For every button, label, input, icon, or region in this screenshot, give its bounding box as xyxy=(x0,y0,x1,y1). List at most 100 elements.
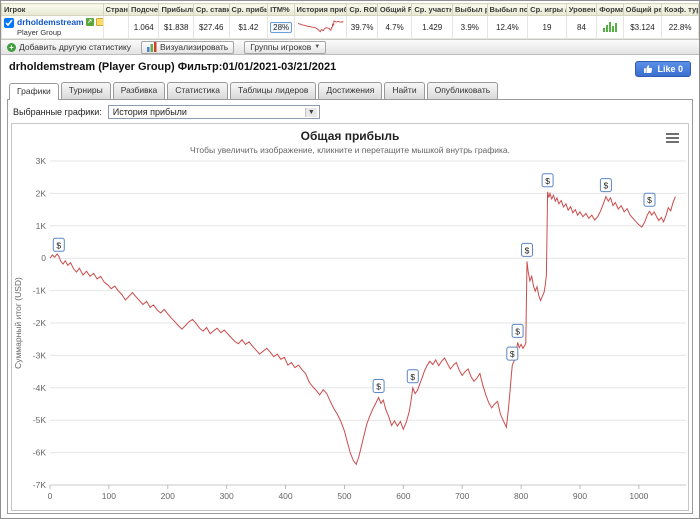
cell-avg-profit: $1.42 xyxy=(228,15,269,39)
col-header-country[interactable]: Стран xyxy=(102,3,129,16)
svg-text:$: $ xyxy=(376,382,381,392)
cell-itm: 28% xyxy=(267,15,295,39)
select-arrow-icon: ▼ xyxy=(304,107,317,117)
tab-breakdown[interactable]: Разбивка xyxy=(112,82,166,99)
significant-win-marker: $ xyxy=(511,323,524,338)
x-tick-label: 700 xyxy=(455,491,469,501)
y-tick-label: 0 xyxy=(41,253,46,263)
like-button[interactable]: Like 0 xyxy=(635,61,691,77)
main-area: drholdemstream (Player Group) Фильтр:01/… xyxy=(1,55,699,518)
col-header-avg-profit[interactable]: Ср. прибыль xyxy=(228,3,269,16)
x-tick-label: 300 xyxy=(220,491,234,501)
y-tick-label: -2K xyxy=(33,318,47,328)
cell-country xyxy=(102,15,129,39)
y-tick-label: -7K xyxy=(33,480,47,490)
note-icon[interactable] xyxy=(95,18,103,26)
y-tick-label: 1K xyxy=(36,221,47,231)
cell-total-roi: 4.7% xyxy=(376,15,413,39)
col-header-avg-roi[interactable]: Ср. ROI xyxy=(346,3,378,16)
x-tick-label: 900 xyxy=(573,491,587,501)
cell-total-rake: $3.124 xyxy=(622,15,663,39)
thumbs-up-icon xyxy=(644,65,653,73)
significant-win-marker: $ xyxy=(52,237,65,252)
player-row[interactable]: drholdemstream ↗ Player Group 1.064 $1.8… xyxy=(1,15,699,39)
col-header-itm[interactable]: ITM% xyxy=(267,3,295,16)
col-header-avg-entrants[interactable]: Ср. участники xyxy=(411,3,453,16)
tab-bar: Графики Турниры Разбивка Статистика Табл… xyxy=(7,82,693,100)
graph-select-value: История прибыли xyxy=(112,107,187,117)
y-tick-label: -6K xyxy=(33,448,47,458)
graph-type-select[interactable]: История прибыли ▼ xyxy=(107,105,320,119)
svg-text:$: $ xyxy=(56,240,61,250)
y-tick-label: -1K xyxy=(33,286,47,296)
cell-turbo-ratio: 22.8% xyxy=(661,15,699,39)
col-header-out-early[interactable]: Выбыл рано xyxy=(452,3,488,16)
col-header-form[interactable]: Форма xyxy=(596,3,624,16)
x-tick-label: 1000 xyxy=(629,491,648,501)
cell-avg-stake: $27.46 xyxy=(192,15,230,39)
cell-form xyxy=(596,15,624,39)
player-name-link[interactable]: drholdemstream xyxy=(17,17,84,27)
plus-icon: + xyxy=(7,42,16,52)
col-header-ability[interactable]: Уровень xyxy=(565,3,598,16)
cell-out-late: 12.4% xyxy=(486,15,529,39)
visualize-button[interactable]: Визуализировать xyxy=(141,40,235,54)
tab-tournaments[interactable]: Турниры xyxy=(60,82,111,99)
tab-graphs[interactable]: Графики xyxy=(9,83,59,100)
significant-win-marker: $ xyxy=(372,379,385,393)
selected-graphs-label: Выбранные графики: xyxy=(13,107,102,117)
profit-history-sparkline xyxy=(297,19,344,32)
svg-text:$: $ xyxy=(647,195,652,205)
significant-win-marker: $ xyxy=(643,192,656,207)
chevron-down-icon: ▼ xyxy=(314,44,321,50)
itm-badge: 28% xyxy=(270,21,293,33)
x-tick-label: 800 xyxy=(514,491,528,501)
significant-win-marker: $ xyxy=(599,178,612,193)
cell-count: 1.064 xyxy=(127,15,160,39)
col-header-games-per-day[interactable]: Ср. игры / ден xyxy=(527,3,567,16)
y-axis-label: Суммарный итог (USD) xyxy=(13,277,23,369)
svg-text:$: $ xyxy=(604,181,609,191)
col-header-count[interactable]: Подсчет xyxy=(127,3,160,16)
tab-statistics[interactable]: Статистика xyxy=(167,82,228,99)
player-groups-button[interactable]: Группы игроков ▼ xyxy=(244,40,327,54)
col-header-turbo-ratio[interactable]: Коэф. турб xyxy=(661,3,699,16)
tab-leaderboards[interactable]: Таблицы лидеров xyxy=(229,82,317,99)
player-row-checkbox[interactable] xyxy=(4,18,14,28)
col-header-out-late[interactable]: Выбыл поздно xyxy=(486,3,529,16)
graphs-content: Выбранные графики: История прибыли ▼ Общ… xyxy=(7,99,693,514)
significant-win-marker: $ xyxy=(406,369,419,384)
col-header-avg-stake[interactable]: Ср. ставка xyxy=(192,3,230,16)
stats-toolbar: + Добавить другую статистику Визуализиро… xyxy=(1,39,699,55)
x-tick-label: 400 xyxy=(278,491,292,501)
svg-text:$: $ xyxy=(545,176,550,186)
col-header-profit[interactable]: Прибыль xyxy=(158,3,194,16)
y-tick-label: 3K xyxy=(36,156,47,166)
cell-profit: $1.838 xyxy=(158,15,194,39)
x-tick-label: 500 xyxy=(337,491,351,501)
x-tick-label: 600 xyxy=(396,491,410,501)
svg-text:$: $ xyxy=(525,245,530,255)
stats-header-row: Игрок Стран Подсчет Прибыль Ср. ставка С… xyxy=(1,3,699,16)
tab-publish[interactable]: Опубликовать xyxy=(426,82,499,99)
chart-menu-button[interactable] xyxy=(666,131,679,145)
y-tick-label: -4K xyxy=(33,383,47,393)
tab-find[interactable]: Найти xyxy=(384,82,425,99)
col-header-total-roi[interactable]: Общий ROI xyxy=(376,3,413,16)
significant-win-marker: $ xyxy=(521,242,533,257)
tab-achievements[interactable]: Достижения xyxy=(318,82,383,99)
x-tick-label: 0 xyxy=(48,491,53,501)
cell-ability: 84 xyxy=(565,15,598,39)
graph-icon[interactable]: ↗ xyxy=(85,18,94,26)
add-statistic-button[interactable]: + Добавить другую статистику xyxy=(7,42,131,52)
col-header-profit-history[interactable]: История прибыл xyxy=(293,3,348,16)
player-groups-label: Группы игроков xyxy=(250,42,312,52)
add-statistic-label: Добавить другую статистику xyxy=(19,42,132,52)
significant-win-marker: $ xyxy=(506,346,519,361)
player-stats-table: Игрок Стран Подсчет Прибыль Ср. ставка С… xyxy=(1,3,699,39)
col-header-total-rake[interactable]: Общий рейт xyxy=(622,3,663,16)
chart-title: Общая прибыль xyxy=(300,129,400,143)
col-header-player[interactable]: Игрок xyxy=(1,3,104,16)
